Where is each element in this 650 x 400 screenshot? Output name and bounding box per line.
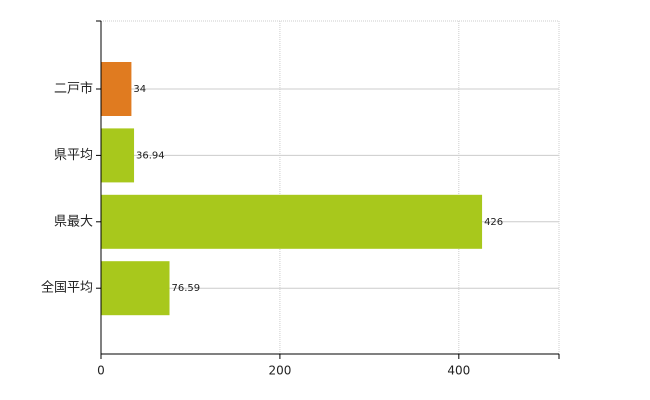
x-tick-label: 400 [447,364,470,378]
y-tick-label: 県最大 [54,214,93,229]
bar [101,62,132,116]
value-label: 426 [484,217,503,228]
y-tick-label: 二戸市 [54,81,93,97]
value-label: 34 [133,84,146,95]
bar [101,194,483,249]
x-tick-label: 0 [97,364,105,378]
bar [101,128,135,183]
value-label: 76.59 [172,283,201,294]
y-tick-label: 全国平均 [41,280,93,296]
bar [101,261,170,316]
x-tick-label: 200 [268,364,291,378]
y-tick-label: 県平均 [54,148,93,163]
value-label: 36.94 [136,150,165,161]
